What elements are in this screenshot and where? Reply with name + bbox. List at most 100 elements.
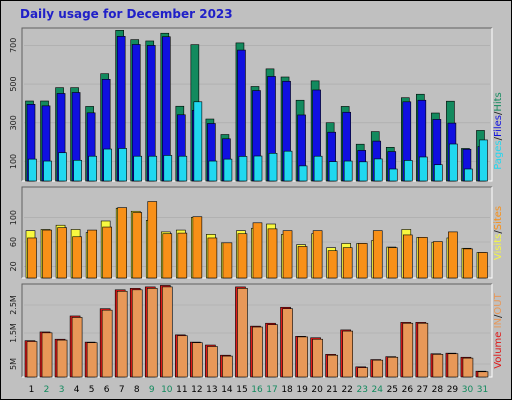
panel-2-bar-sites-27: [418, 237, 428, 279]
x-tick-label-24: 24: [372, 385, 384, 395]
panel-1-y-tick-label: 300: [9, 115, 18, 130]
panel-1-bar-pages-4: [73, 159, 82, 182]
legend-panel-2: Visits/Sites: [493, 206, 504, 260]
panel-3-bar-out-19: [297, 336, 308, 378]
panel-1-bar-pages-7: [118, 148, 127, 182]
panel-3-bar-out-31: [477, 371, 489, 378]
panel-3-bar-out-18: [282, 308, 293, 378]
panel-3-bar-out-6: [101, 309, 113, 378]
panel-3-bar-out-21: [327, 354, 338, 378]
panel-2-y-tick-label: 60: [9, 237, 18, 247]
panel-1-bar-pages-25: [388, 168, 398, 182]
panel-1-bar-pages-18: [283, 150, 293, 182]
panel-2-bar-sites-30: [463, 248, 473, 279]
panel-2-bar-sites-14: [222, 242, 233, 279]
panel-1-bar-pages-31: [479, 139, 488, 182]
panel-1-bar-pages-20: [313, 155, 323, 182]
panel-2-bar-sites-29: [448, 231, 458, 279]
panel-3-bar-out-5: [86, 342, 98, 378]
x-tick-label-7: 7: [119, 385, 125, 395]
x-tick-label-22: 22: [341, 385, 352, 395]
panel-3-bar-out-13: [207, 346, 218, 378]
panel-2-bar-sites-5: [87, 229, 97, 279]
panel-1-bar-pages-26: [404, 160, 413, 182]
legend-panel-2-part: Visits: [493, 234, 504, 261]
legend-panel-1: Pages/Files/Hits: [493, 92, 504, 170]
x-tick-label-30: 30: [462, 385, 474, 395]
panel-3-bar-out-10: [161, 286, 173, 378]
panel-2-bar-sites-7: [117, 207, 127, 279]
panel-2-bar-sites-26: [403, 234, 413, 279]
panel-3-bar-out-14: [222, 355, 233, 378]
panel-2-bar-sites-10: [162, 233, 173, 279]
panel-3-bar-out-3: [56, 339, 68, 378]
x-tick-label-2: 2: [44, 385, 50, 395]
legend-panel-2-part: Sites: [493, 206, 504, 230]
legend-panel-3-part: Volume: [493, 332, 504, 369]
panel-1-bar-pages-10: [163, 155, 173, 182]
x-tick-label-17: 17: [266, 385, 277, 395]
panel-3-bar-out-17: [267, 324, 278, 378]
panel-2-bar-sites-9: [147, 201, 158, 279]
panel-2-bar-sites-1: [27, 237, 37, 279]
x-tick-label-25: 25: [387, 385, 398, 395]
panel-1-bar-pages-3: [58, 152, 67, 182]
panel-2-bar-sites-23: [357, 243, 368, 279]
panel-3-y-tick-label: 2.5M: [9, 295, 18, 315]
x-tick-label-27: 27: [417, 385, 428, 395]
panel-3-bar-out-29: [447, 353, 459, 378]
panel-2-bar-sites-8: [132, 212, 143, 279]
panel-2-bar-sites-4: [72, 236, 82, 279]
x-tick-label-14: 14: [221, 385, 233, 395]
panel-2-bar-sites-31: [478, 252, 488, 279]
panel-3-bar-out-1: [26, 341, 38, 378]
panel-1-bar-pages-9: [148, 155, 158, 182]
panel-1-bar-pages-29: [449, 143, 458, 182]
panel-1-bar-pages-23: [358, 161, 368, 182]
x-tick-label-1: 1: [29, 385, 35, 395]
panel-3-y-tick-label: 5M: [9, 358, 18, 370]
panel-1-bar-pages-27: [419, 156, 428, 182]
x-tick-label-13: 13: [206, 385, 217, 395]
panel-2-bar-sites-19: [297, 246, 308, 279]
panel-2-bar-sites-13: [207, 237, 218, 279]
panel-1-bar-pages-14: [223, 158, 233, 182]
x-tick-label-29: 29: [447, 385, 459, 395]
legend-panel-3: Volume IN/OUT: [493, 292, 504, 368]
x-tick-label-31: 31: [477, 385, 488, 395]
panel-1-bar-pages-13: [208, 160, 218, 182]
panel-3-bar-out-4: [71, 317, 83, 378]
x-tick-label-21: 21: [326, 385, 337, 395]
panel-2-bar-sites-15: [237, 233, 248, 279]
panel-3-bar-out-16: [252, 326, 263, 378]
legend-panel-1-part: Hits: [493, 92, 504, 111]
x-tick-label-6: 6: [104, 385, 110, 395]
panel-3-y-tick-label: 1.5M: [9, 323, 18, 343]
panel-3-bar-out-24: [372, 359, 384, 378]
panel-2-bar-sites-11: [177, 232, 188, 279]
panel-3-bar-out-2: [41, 332, 53, 378]
x-tick-label-28: 28: [432, 385, 444, 395]
panel-1-bar-pages-24: [373, 158, 383, 182]
panel-3-bar-out-23: [357, 367, 369, 378]
panel-1-bar-pages-17: [268, 153, 278, 182]
x-tick-label-16: 16: [251, 385, 263, 395]
panel-1-plot-area-shade: [21, 27, 492, 181]
panel-3-bar-out-26: [402, 322, 414, 378]
legend-panel-3-part: /: [493, 314, 504, 318]
panel-3-bar-out-7: [116, 290, 128, 378]
x-tick-label-19: 19: [296, 385, 308, 395]
panel-1-bar-pages-21: [328, 161, 338, 182]
x-tick-label-23: 23: [356, 385, 367, 395]
panel-3-bar-out-30: [462, 357, 474, 378]
x-tick-label-26: 26: [402, 385, 414, 395]
panel-2-y-tick-label: 100: [9, 210, 18, 225]
panel-2-bar-sites-25: [387, 247, 398, 279]
panel-3-bar-out-12: [192, 342, 203, 378]
panel-2-bar-sites-12: [192, 216, 203, 279]
panel-3-bar-out-8: [131, 289, 143, 378]
panel-2-bar-sites-2: [42, 229, 52, 279]
panel-2-bar-sites-18: [282, 230, 293, 279]
chart-title: Daily usage for December 2023: [20, 7, 233, 21]
